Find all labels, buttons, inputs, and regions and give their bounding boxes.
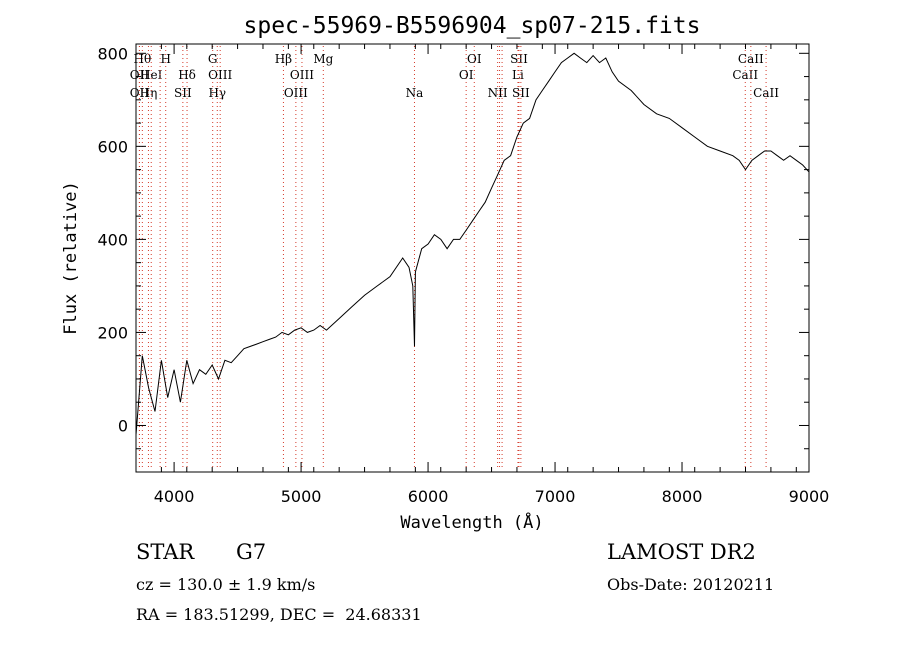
survey-name: LAMOST DR2 bbox=[607, 540, 756, 564]
y-tick-label-0: 0 bbox=[118, 416, 128, 435]
redshift-cz: cz = 130.0 ± 1.9 km/s bbox=[136, 575, 316, 594]
x-tick-label-2: 6000 bbox=[408, 487, 449, 506]
x-tick-label-0: 4000 bbox=[154, 487, 195, 506]
line-label-13: OIII bbox=[284, 86, 308, 100]
x-tick-label-3: 7000 bbox=[535, 487, 576, 506]
line-label-7: SII bbox=[174, 86, 192, 100]
line-label-11: OIII bbox=[208, 68, 232, 82]
axis-ticks: 4000 5000 6000 7000 8000 9000 0 200 400 600 800 bbox=[97, 44, 829, 506]
line-label-15: Mg bbox=[313, 52, 333, 66]
ra-dec: RA = 183.51299, DEC = 24.68331 bbox=[136, 605, 422, 624]
object-class: STAR bbox=[136, 540, 195, 564]
chart-title: spec-55969-B5596904_sp07-215.fits bbox=[244, 13, 701, 39]
line-label-17: OI bbox=[459, 68, 474, 82]
y-tick-label-2: 400 bbox=[97, 230, 128, 249]
line-label-6: H bbox=[160, 52, 170, 66]
obs-date: Obs-Date: 20120211 bbox=[607, 575, 775, 594]
x-tick-label-4: 8000 bbox=[662, 487, 703, 506]
line-label-23: SII bbox=[510, 52, 528, 66]
line-label-0: Hθ bbox=[133, 52, 151, 66]
line-label-4: HeI bbox=[140, 68, 163, 82]
line-label-18: OI bbox=[467, 52, 482, 66]
line-label-27: CaII bbox=[753, 86, 779, 100]
line-label-3: Hη bbox=[140, 86, 158, 100]
line-label-19: NII bbox=[488, 86, 508, 100]
x-tick-label-1: 5000 bbox=[281, 487, 322, 506]
y-tick-label-1: 200 bbox=[97, 323, 128, 342]
line-label-2: OII bbox=[130, 86, 150, 100]
line-label-25: CaII bbox=[732, 68, 758, 82]
spectrum-line-0 bbox=[135, 52, 810, 435]
line-label-22: Li bbox=[512, 68, 524, 82]
line-label-12: Hβ bbox=[275, 52, 292, 66]
x-tick-label-5: 9000 bbox=[789, 487, 830, 506]
y-axis-label: Flux (relative) bbox=[61, 181, 81, 335]
y-tick-label-3: 600 bbox=[97, 137, 128, 156]
plot-frame bbox=[135, 43, 810, 473]
x-axis-label: Wavelength (Å) bbox=[400, 511, 543, 533]
object-subclass: G7 bbox=[236, 540, 267, 564]
line-label-10: Hγ bbox=[208, 86, 226, 100]
line-label-9: G bbox=[208, 52, 218, 66]
line-label-8: Hδ bbox=[178, 68, 196, 82]
line-label-14: OIII bbox=[290, 68, 314, 82]
y-tick-label-4: 800 bbox=[97, 44, 128, 63]
line-label-26: CaII bbox=[738, 52, 764, 66]
spectral-line-markers: HθOIIOIIHηHeIHSIIHδGHγOIIIHβOIIIOIIIMgNa… bbox=[130, 46, 779, 470]
line-label-24: SII bbox=[512, 86, 530, 100]
spectrum-series bbox=[135, 52, 810, 435]
line-label-16: Na bbox=[406, 86, 424, 100]
